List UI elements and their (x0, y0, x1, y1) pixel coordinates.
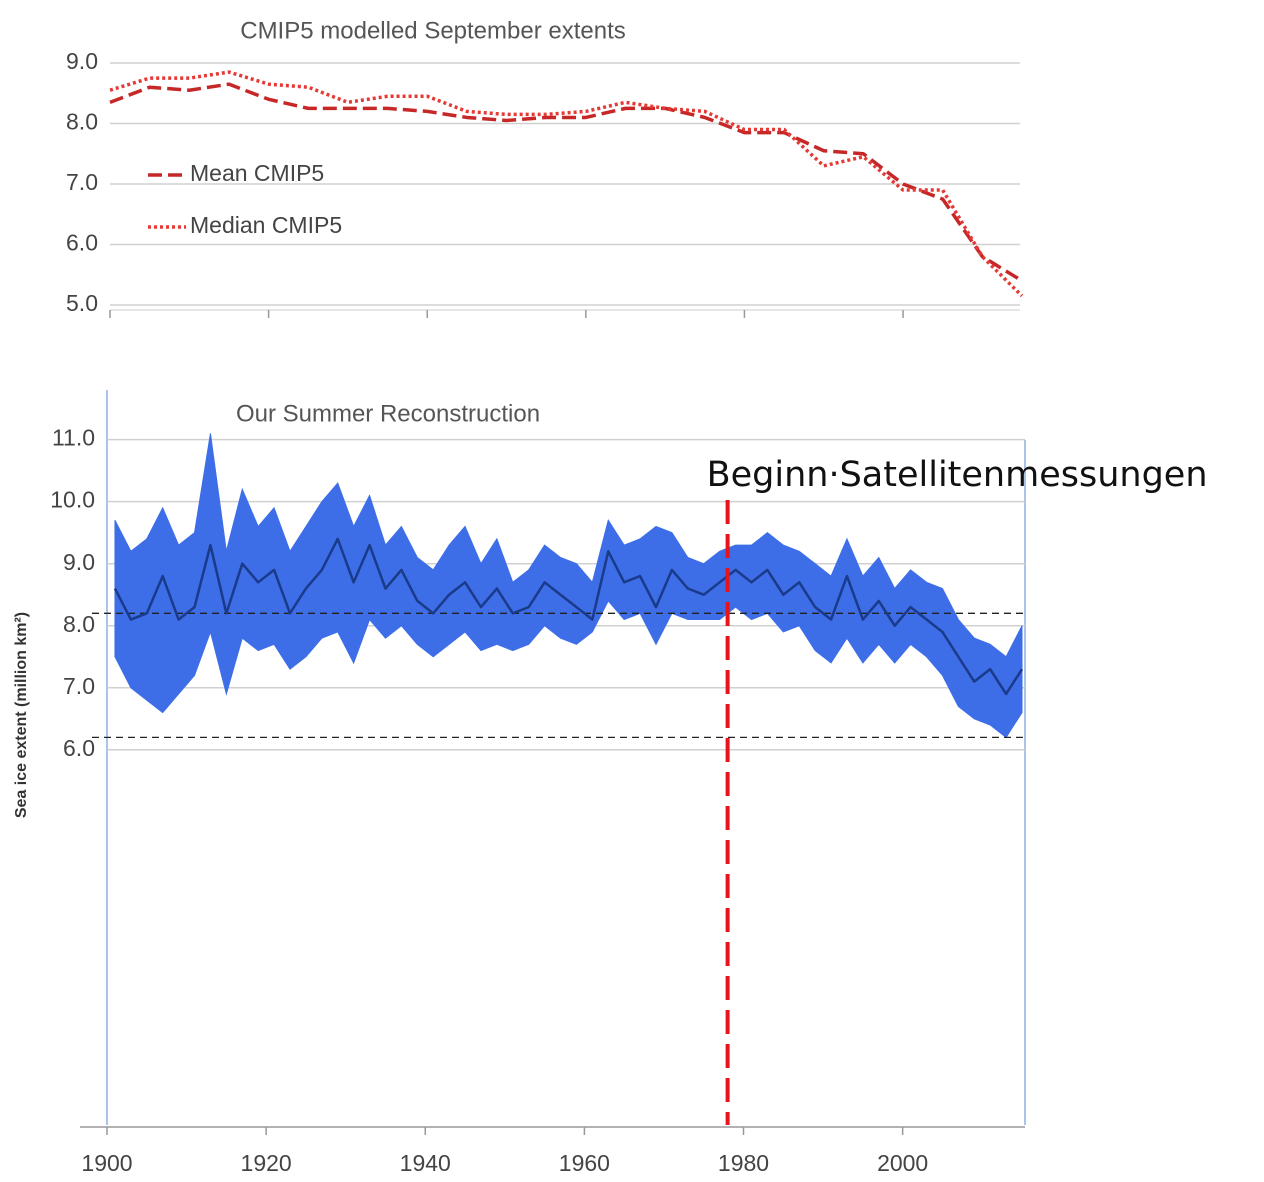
legend-label: Median CMIP5 (190, 212, 342, 238)
chart-title: Our Summer Reconstruction (236, 400, 540, 427)
y-tick-label: 10.0 (50, 487, 95, 513)
x-tick-label: 1900 (81, 1150, 132, 1176)
y-tick-label: 11.0 (52, 425, 95, 451)
x-tick-label: 1980 (718, 1150, 769, 1176)
y-tick-label: 8.0 (63, 611, 95, 637)
y-tick-label: 8.0 (66, 109, 98, 135)
series-line (109, 70, 1024, 298)
x-tick-label: 1940 (400, 1150, 451, 1176)
y-tick-label: 6.0 (66, 230, 98, 256)
y-tick-label: 7.0 (66, 169, 98, 195)
x-tick-label: 1960 (559, 1150, 610, 1176)
annotation: Beginn·Satellitenmessungen (707, 455, 1208, 495)
y-tick-label: 7.0 (63, 673, 95, 699)
x-tick-label: 2000 (877, 1150, 928, 1176)
x-tick-label: 1920 (241, 1150, 292, 1176)
y-axis-label: Sea ice extent (million km²) (13, 612, 30, 818)
y-tick-label: 9.0 (63, 549, 95, 575)
y-tick-label: 9.0 (66, 48, 98, 74)
y-tick-label: 6.0 (63, 735, 95, 761)
series-line (109, 82, 1023, 283)
legend-label: Mean CMIP5 (190, 160, 324, 186)
uncertainty-band (114, 433, 1023, 739)
y-tick-label: 5.0 (66, 290, 98, 316)
series-line (113, 537, 1024, 696)
chart-title: CMIP5 modelled September extents (240, 17, 626, 44)
